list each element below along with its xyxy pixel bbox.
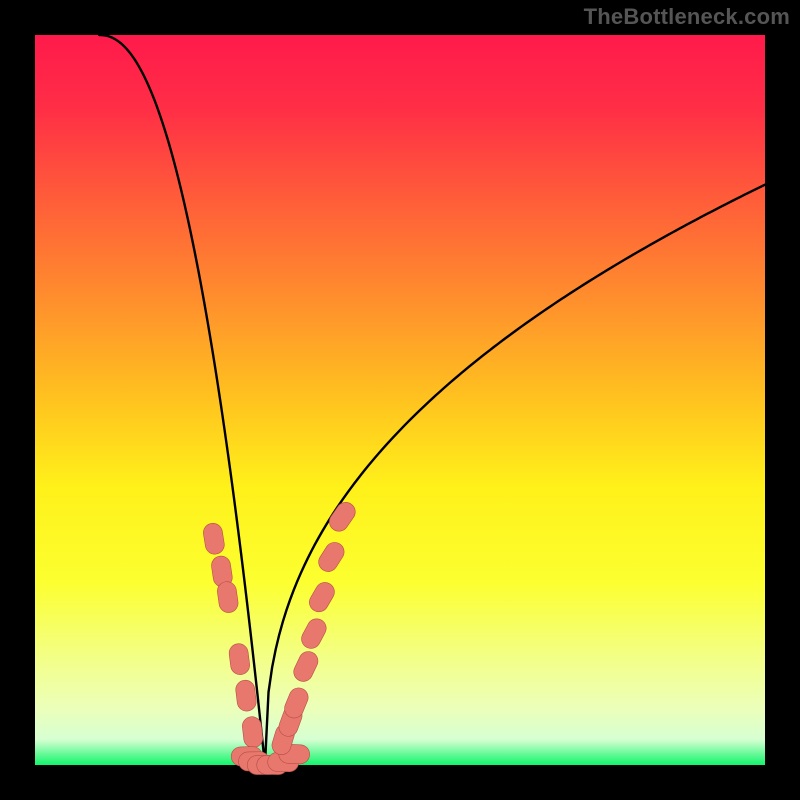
watermark-text: TheBottleneck.com (584, 4, 790, 30)
chart-frame: TheBottleneck.com (0, 0, 800, 800)
plot-background (35, 35, 765, 765)
chart-svg (0, 0, 800, 800)
